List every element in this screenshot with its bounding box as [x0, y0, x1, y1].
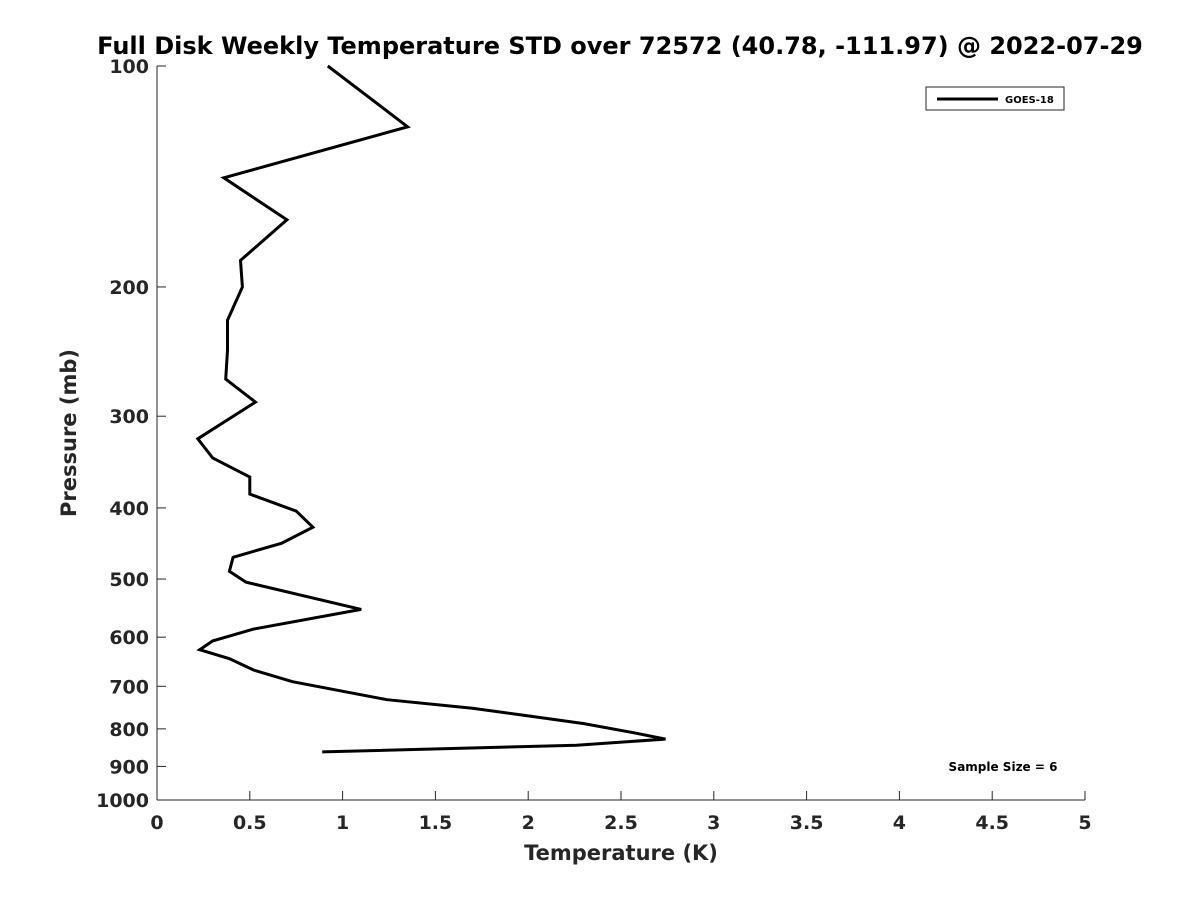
x-tick-label: 4 — [893, 812, 906, 834]
x-tick-label: 3 — [707, 812, 720, 834]
x-axis-label: Temperature (K) — [524, 841, 718, 865]
y-tick-label: 800 — [109, 719, 149, 741]
y-tick-label: 500 — [109, 569, 149, 591]
x-tick-label: 5 — [1078, 812, 1091, 834]
series-line — [195, 64, 666, 754]
x-tick-label: 0 — [150, 812, 163, 834]
axes — [156, 66, 1085, 801]
x-tick-label: 2.5 — [604, 812, 638, 834]
y-tick-label: 200 — [109, 277, 149, 299]
sample-size-annotation: Sample Size = 6 — [949, 760, 1058, 774]
x-tick-label: 1 — [336, 812, 349, 834]
legend-label: GOES-18 — [1005, 95, 1054, 106]
x-tick-label: 3.5 — [790, 812, 824, 834]
legend: GOES-18 — [925, 86, 1065, 111]
y-tick-label: 600 — [109, 627, 149, 649]
x-tick-label: 4.5 — [975, 812, 1009, 834]
y-tick-label: 400 — [109, 498, 149, 520]
chart-title: Full Disk Weekly Temperature STD over 72… — [97, 32, 1143, 60]
y-ticks: 100 200 300 400 500 600 700 800 900 1000 — [96, 56, 166, 812]
x-tick-label: 2 — [522, 812, 535, 834]
y-tick-label: 100 — [109, 56, 149, 78]
series-layer — [195, 64, 666, 754]
y-tick-label: 900 — [109, 756, 149, 778]
x-tick-label: 0.5 — [233, 812, 267, 834]
y-tick-label: 1000 — [96, 790, 149, 812]
y-tick-label: 300 — [109, 406, 149, 428]
y-axis-label: Pressure (mb) — [57, 349, 81, 517]
y-tick-label: 700 — [109, 676, 149, 698]
x-ticks: 0 0.5 1 1.5 2 2.5 3 3.5 4 4.5 5 — [150, 791, 1092, 834]
x-tick-label: 1.5 — [419, 812, 453, 834]
